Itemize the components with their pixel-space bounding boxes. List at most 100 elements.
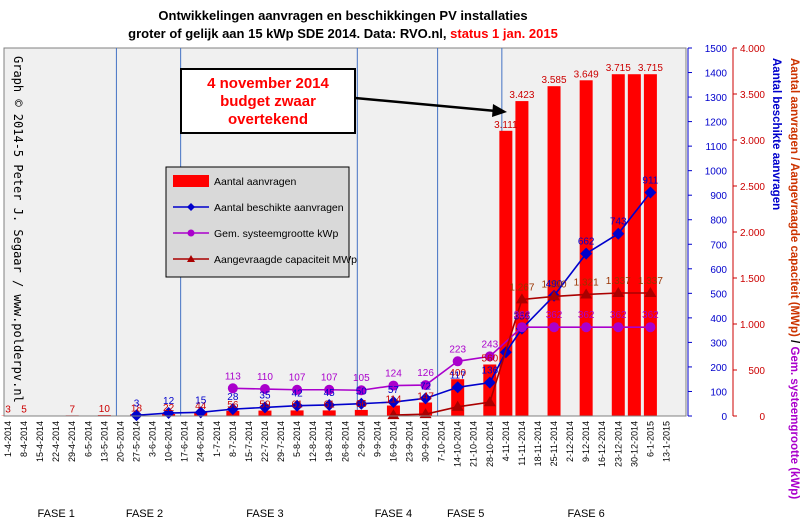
- right-axis-1-tick-label: 900: [710, 191, 727, 202]
- data-label: 18: [131, 403, 143, 414]
- legend: Aantal aanvragen Aantal beschikte aanvra…: [165, 166, 357, 278]
- right-axis-1-tick-label: 1000: [705, 167, 728, 178]
- right-axis-1-tick-label: 600: [710, 265, 727, 276]
- chart-title-line2-black: groter of gelijk aan 15 kWp SDE 2014. Da…: [128, 26, 450, 41]
- x-tick-label: 23-12-2014: [613, 421, 623, 467]
- point-dot: [581, 322, 592, 333]
- data-label: 126: [417, 368, 434, 379]
- point-triangle: [387, 409, 400, 420]
- bar: [611, 74, 625, 416]
- x-axis-ticks: 1-4-2014 8-4-2014 15-4-2014 22-4-2014 29-4-2…: [3, 415, 686, 467]
- point-diamond: [580, 247, 593, 260]
- data-label: 124: [385, 369, 402, 380]
- data-label: 362: [546, 310, 563, 321]
- point-diamond: [130, 409, 143, 422]
- x-tick-label: 17-6-2014: [180, 421, 190, 462]
- callout-line-3: overtekend: [228, 111, 308, 128]
- phase-labels: FASE 1 FASE 2 FASE 3 FASE 4 FASE 5 FASE 6: [38, 508, 605, 520]
- point-dot: [516, 322, 527, 333]
- point-triangle: [580, 288, 593, 299]
- data-labels: 3 5 7 10 18 22 44 56 59 61 61 66 114 1474005603.1113.…: [5, 63, 663, 416]
- x-tick-label: 20-5-2014: [115, 421, 125, 462]
- data-label: 66: [356, 399, 368, 410]
- phase-label: FASE 1: [38, 508, 75, 520]
- x-tick-label: 16-12-2014: [597, 421, 607, 467]
- x-tick-label: 5-8-2014: [292, 421, 302, 457]
- data-label: 45: [324, 388, 336, 399]
- x-tick-label: 14-10-2014: [453, 421, 463, 467]
- x-tick-label: 25-11-2014: [549, 421, 559, 466]
- x-tick-label: 22-4-2014: [51, 421, 61, 462]
- point-triangle: [451, 400, 464, 411]
- right-axis-1-tick-label: 800: [710, 216, 727, 227]
- x-tick-label: 23-9-2014: [405, 421, 415, 462]
- data-label: 362: [610, 310, 627, 321]
- data-label: 3.585: [542, 75, 567, 86]
- x-tick-label: 8-4-2014: [19, 421, 29, 457]
- data-label: 3.715: [638, 63, 663, 74]
- data-label: 35: [259, 390, 271, 401]
- bar: [627, 74, 641, 416]
- point-diamond: [612, 227, 625, 240]
- right-axis-1-title: Aantal beschikte aanvragen: [770, 58, 782, 210]
- right-axis-1-tick-label: 700: [710, 240, 727, 251]
- x-tick-label: 4-11-2014: [501, 421, 511, 461]
- phase-label: FASE 5: [447, 508, 484, 520]
- point-dot: [227, 383, 238, 394]
- right-axis-2-tick-label: 1.000: [740, 320, 765, 331]
- data-label: 50: [356, 387, 368, 398]
- x-tick-label: 11-11-2014: [517, 421, 527, 466]
- right-axis-2-tick-label: 2.000: [740, 228, 765, 239]
- legend-label-systeem: Gem. systeemgrootte kWp: [214, 228, 338, 240]
- data-label: 662: [578, 237, 595, 248]
- data-label: 44: [195, 401, 207, 412]
- data-label: 114: [385, 395, 401, 406]
- x-tick-label: 2-12-2014: [565, 421, 575, 462]
- data-label: 743: [610, 217, 627, 228]
- data-label: 911: [642, 176, 658, 187]
- right-axis-2-tick-label: 0: [759, 412, 765, 423]
- data-label: 356: [514, 312, 531, 323]
- chart-title-line2-red: status 1 jan. 2015: [450, 26, 558, 41]
- phase-label: FASE 2: [126, 508, 163, 520]
- legend-swatch-capaciteit-marker: [187, 255, 195, 262]
- data-label: 1.337: [606, 276, 631, 287]
- right-axis-2-tick-label: 3.000: [740, 136, 765, 147]
- x-tick-label: 12-8-2014: [308, 421, 318, 462]
- data-label: 10: [99, 404, 111, 415]
- x-tick-label: 1-4-2014: [3, 421, 13, 457]
- callout-arrowhead: [492, 104, 507, 117]
- x-tick-label: 15-4-2014: [35, 421, 45, 462]
- data-label: 1.267: [509, 282, 534, 293]
- chart-title-line2: groter of gelijk aan 15 kWp SDE 2014. Da…: [128, 26, 558, 41]
- data-label: 362: [514, 310, 531, 321]
- bar: [354, 409, 368, 416]
- right-axis-1-tick-label: 1400: [705, 69, 728, 80]
- bar: [643, 74, 657, 416]
- credit-text: Graph © 2014-5 Peter J. Segaar / www.pol…: [11, 56, 25, 403]
- right-axis-1-tick-label: 300: [710, 338, 727, 349]
- right-axis-2-title-a: Aantal aanvragen / Aangevraagde capacite…: [788, 58, 800, 337]
- point-dot: [645, 322, 656, 333]
- data-label: 107: [289, 373, 306, 384]
- x-tick-label: 19-8-2014: [324, 421, 334, 462]
- callout-line-1: 4 november 2014: [207, 75, 329, 92]
- legend-swatch-bar: [173, 175, 209, 187]
- x-tick-label: 27-5-2014: [131, 421, 141, 462]
- x-tick-label: 6-1-2015: [645, 421, 655, 457]
- right-axis-2-tick-label: 3.500: [740, 90, 765, 101]
- x-tick-label: 30-9-2014: [421, 421, 431, 462]
- data-label: 3.649: [574, 69, 599, 80]
- chart-title-line1: Ontwikkelingen aanvragen en beschikkinge…: [158, 8, 527, 23]
- point-dot: [356, 385, 367, 396]
- data-label: 3: [5, 405, 11, 416]
- data-label: 117: [450, 370, 466, 381]
- x-tick-label: 22-7-2014: [260, 421, 270, 462]
- data-label: 362: [642, 310, 659, 321]
- legend-label-capaciteit: Aangevraagde capaciteit MWp: [214, 254, 357, 266]
- point-dot: [292, 384, 303, 395]
- right-axis-2-tick-label: 500: [748, 366, 765, 377]
- data-label: 560: [481, 353, 498, 364]
- data-label: 3.715: [606, 63, 631, 74]
